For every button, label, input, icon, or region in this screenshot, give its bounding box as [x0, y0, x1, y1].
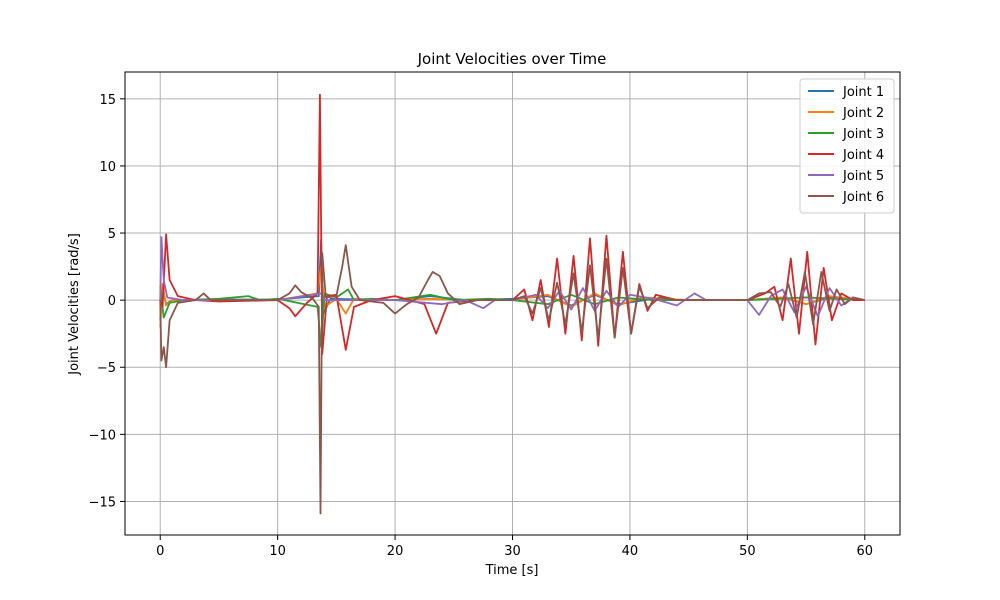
axis-ticks: 0 10 20 30 40 50 60 −15 −10 −5 0 5 10 15 [89, 93, 873, 559]
legend-label-joint-1: Joint 1 [842, 85, 884, 100]
x-tick-label: 0 [156, 544, 164, 559]
y-tick-label: 15 [99, 93, 116, 108]
legend-label-joint-3: Joint 3 [842, 127, 884, 142]
grid [125, 72, 900, 535]
x-tick-label: 50 [739, 544, 756, 559]
x-tick-label: 60 [856, 544, 873, 559]
x-axis-label: Time [s] [485, 563, 539, 578]
legend-label-joint-5: Joint 5 [842, 169, 884, 184]
chart-title: Joint Velocities over Time [417, 50, 607, 68]
y-tick-label: 5 [108, 227, 116, 242]
y-tick-label: −15 [89, 495, 116, 510]
x-tick-label: 10 [269, 544, 286, 559]
x-tick-label: 30 [504, 544, 521, 559]
y-tick-label: 0 [108, 294, 116, 309]
y-tick-label: −10 [89, 428, 116, 443]
y-tick-label: 10 [99, 160, 116, 175]
legend-label-joint-6: Joint 6 [842, 190, 884, 205]
legend-label-joint-4: Joint 4 [842, 148, 884, 163]
y-axis-label: Joint Velocities [rad/s] [67, 233, 82, 376]
x-tick-label: 20 [387, 544, 404, 559]
y-tick-label: −5 [97, 361, 116, 376]
legend-label-joint-2: Joint 2 [842, 106, 884, 121]
series-line-joint-6 [159, 244, 865, 515]
series-lines [159, 93, 865, 515]
legend: Joint 1 Joint 2 Joint 3 Joint 4 Joint 5 Joint… [799, 78, 895, 214]
x-tick-label: 40 [622, 544, 639, 559]
